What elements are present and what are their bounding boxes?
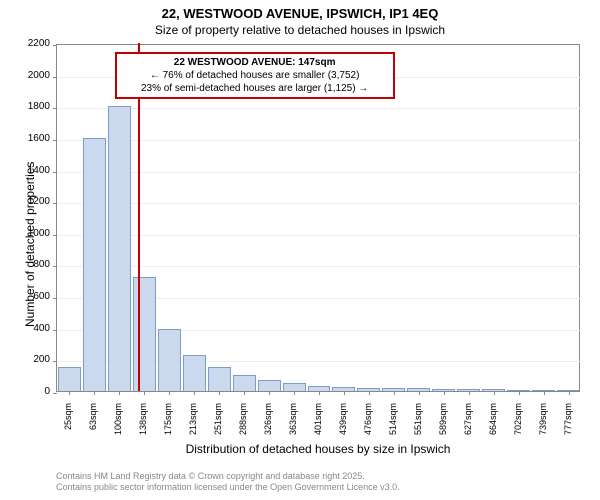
gridline — [57, 108, 581, 109]
xtick-label: 551sqm — [413, 403, 423, 451]
chart-title: 22, WESTWOOD AVENUE, IPSWICH, IP1 4EQ — [0, 0, 600, 21]
ytick-label: 1800 — [18, 101, 50, 112]
histogram-bar — [58, 367, 81, 391]
xtick-label: 25sqm — [63, 403, 73, 451]
xtick-label: 363sqm — [288, 403, 298, 451]
ytick-label: 2000 — [18, 70, 50, 81]
xtick-label: 702sqm — [513, 403, 523, 451]
histogram-bar — [233, 375, 256, 391]
histogram-bar — [208, 367, 231, 391]
annotation-box: 22 WESTWOOD AVENUE: 147sqm← 76% of detac… — [115, 52, 395, 99]
histogram-bar — [283, 383, 306, 391]
xtick-label: 175sqm — [163, 403, 173, 451]
gridline — [57, 266, 581, 267]
xtick-label: 739sqm — [538, 403, 548, 451]
footer-attribution: Contains HM Land Registry data © Crown c… — [56, 471, 400, 494]
gridline — [57, 235, 581, 236]
ytick-label: 200 — [18, 354, 50, 365]
xtick-label: 288sqm — [238, 403, 248, 451]
xtick-label: 476sqm — [363, 403, 373, 451]
histogram-bar — [258, 380, 281, 391]
xtick-label: 664sqm — [488, 403, 498, 451]
ytick-label: 1600 — [18, 133, 50, 144]
xtick-label: 439sqm — [338, 403, 348, 451]
xtick-label: 63sqm — [88, 403, 98, 451]
gridline — [57, 140, 581, 141]
ytick-label: 600 — [18, 291, 50, 302]
ytick-label: 800 — [18, 259, 50, 270]
ytick-label: 400 — [18, 323, 50, 334]
ytick-label: 1200 — [18, 196, 50, 207]
ytick-label: 2200 — [18, 38, 50, 49]
chart-subtitle: Size of property relative to detached ho… — [0, 21, 600, 37]
xtick-label: 514sqm — [388, 403, 398, 451]
ytick-label: 1400 — [18, 165, 50, 176]
xtick-label: 777sqm — [563, 403, 573, 451]
histogram-bar — [83, 138, 106, 391]
gridline — [57, 203, 581, 204]
xtick-label: 251sqm — [213, 403, 223, 451]
ytick-label: 1000 — [18, 228, 50, 239]
xtick-label: 213sqm — [188, 403, 198, 451]
plot-area: 22 WESTWOOD AVENUE: 147sqm← 76% of detac… — [56, 44, 580, 392]
xtick-label: 138sqm — [138, 403, 148, 451]
xtick-label: 401sqm — [313, 403, 323, 451]
xtick-label: 627sqm — [463, 403, 473, 451]
histogram-bar — [158, 329, 181, 391]
histogram-bar — [183, 355, 206, 391]
xtick-label: 589sqm — [438, 403, 448, 451]
xtick-label: 100sqm — [113, 403, 123, 451]
gridline — [57, 172, 581, 173]
histogram-bar — [108, 106, 131, 391]
histogram-bar — [133, 277, 156, 391]
xtick-label: 326sqm — [263, 403, 273, 451]
ytick-label: 0 — [18, 386, 50, 397]
